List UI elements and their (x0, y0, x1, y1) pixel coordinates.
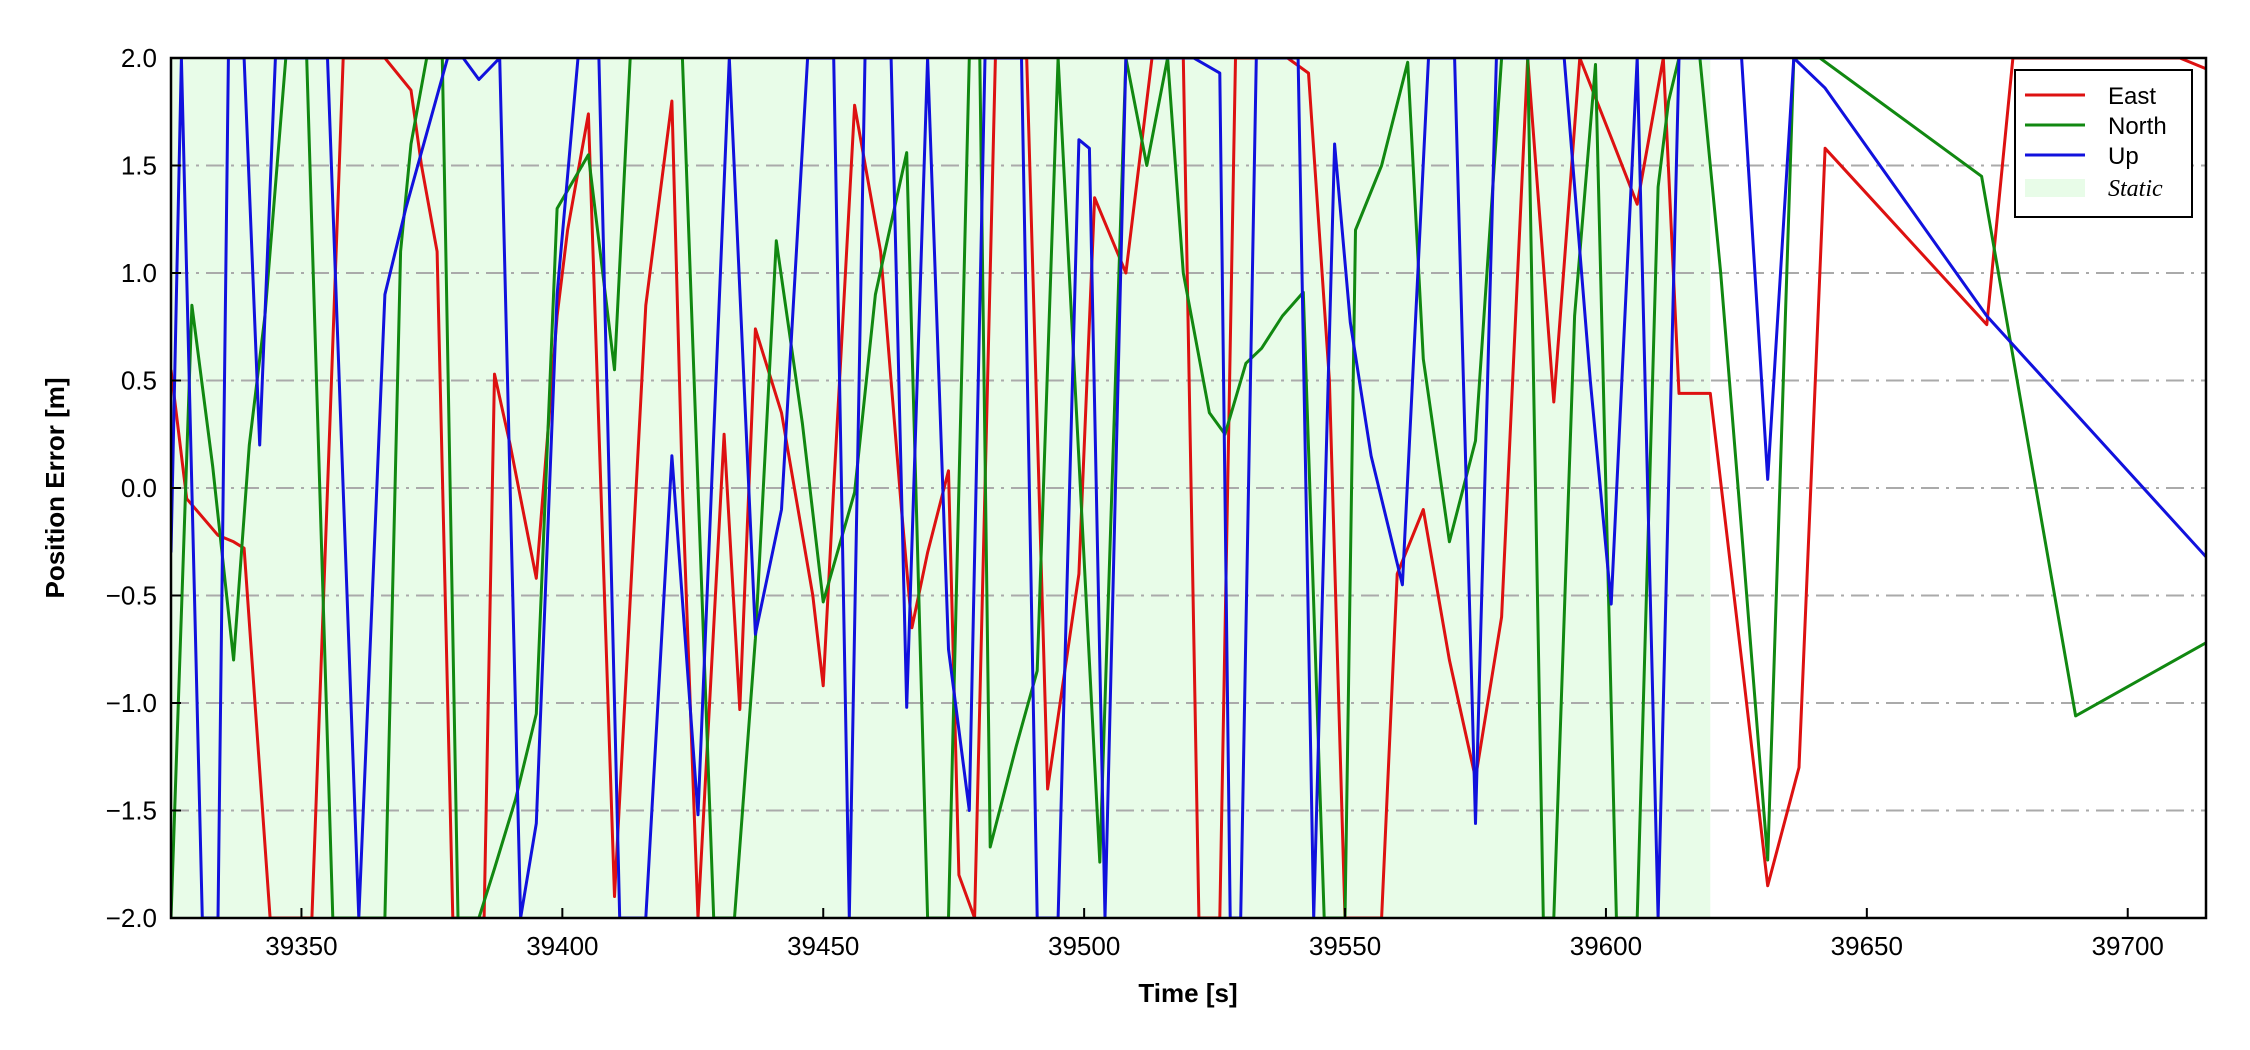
series-line-up (171, 58, 2206, 918)
x-axis-title: Time [s] (1138, 978, 1237, 1008)
y-axis-title: Position Error [m] (40, 377, 70, 598)
y-axis-ticks: 2.0 1.5 1.0 0.5 0.0 −0.5 −1.0 −1.5 −2.0 (106, 43, 181, 933)
x-tick-label: 39650 (1831, 931, 1903, 961)
x-axis-ticks: 39350 39400 39450 39500 39550 39600 39650 39700 (265, 908, 2164, 961)
legend-swatch-static (2025, 179, 2085, 197)
y-tick-label: −1.5 (106, 796, 157, 826)
y-tick-label: 0.5 (121, 366, 157, 396)
y-tick-label: 2.0 (121, 43, 157, 73)
series-lines (171, 58, 2206, 918)
x-tick-label: 39350 (265, 931, 337, 961)
legend-label-north: North (2108, 113, 2167, 140)
legend-label-static: Static (2108, 176, 2163, 202)
x-tick-label: 39400 (526, 931, 598, 961)
legend-label-east: East (2108, 83, 2156, 110)
y-tick-label: −1.0 (106, 688, 157, 718)
x-tick-label: 39450 (787, 931, 859, 961)
y-tick-label: 0.0 (121, 473, 157, 503)
x-tick-label: 39600 (1570, 931, 1642, 961)
legend: East North Up Static (2014, 69, 2193, 218)
series-line-north (171, 58, 2206, 918)
y-tick-label: 1.5 (121, 151, 157, 181)
y-tick-label: −0.5 (106, 581, 157, 611)
x-tick-label: 39700 (2092, 931, 2164, 961)
y-tick-label: −2.0 (106, 903, 157, 933)
x-tick-label: 39500 (1048, 931, 1120, 961)
x-tick-label: 39550 (1309, 931, 1381, 961)
legend-label-up: Up (2108, 143, 2139, 170)
y-tick-label: 1.0 (121, 258, 157, 288)
series-line-east (171, 58, 2206, 918)
